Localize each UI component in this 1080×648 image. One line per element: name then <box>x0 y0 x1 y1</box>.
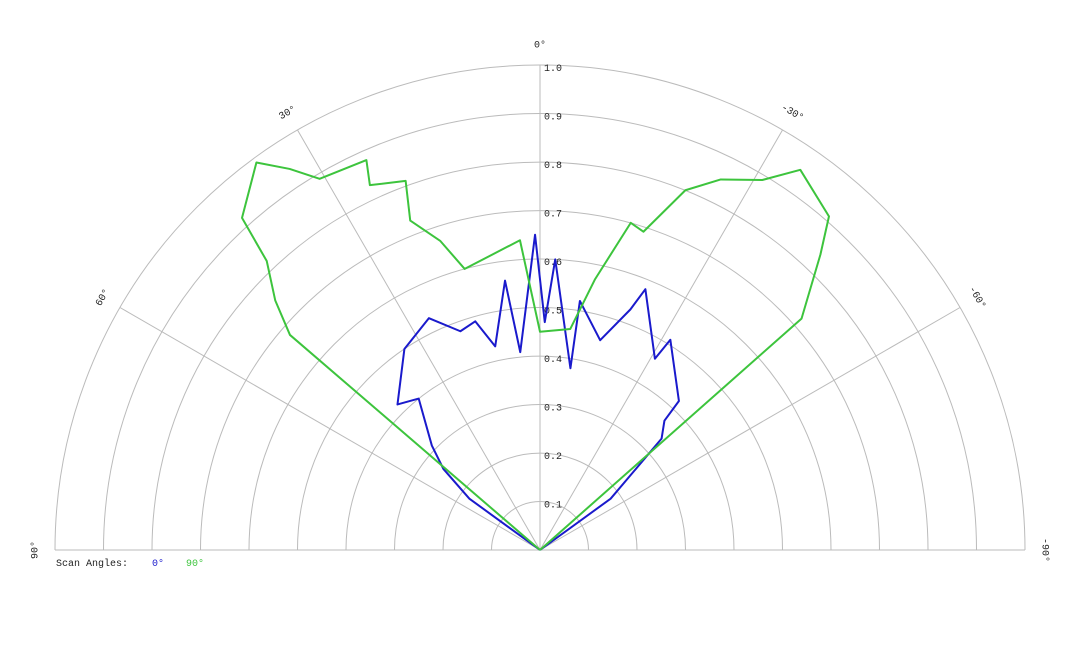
theta-tick-label: -60° <box>966 284 988 311</box>
r-tick-label: 1.0 <box>544 64 562 75</box>
r-tick-label: 0.2 <box>544 452 562 463</box>
r-tick-label: 0.1 <box>544 501 562 512</box>
legend-entry: 0° <box>152 558 164 570</box>
theta-tick-label: 60° <box>94 287 113 309</box>
theta-tick-label: 90° <box>30 541 42 559</box>
grid-spoke <box>539 129 783 551</box>
theta-tick-label: 0° <box>534 40 546 52</box>
theta-tick-label: 30° <box>277 104 299 123</box>
series-line <box>396 233 680 551</box>
r-tick-label: 0.6 <box>544 258 562 269</box>
legend-entry: 90° <box>186 558 204 570</box>
r-tick-label: 0.3 <box>544 404 562 415</box>
r-tick-label: 0.8 <box>544 161 562 172</box>
grid-spoke <box>539 307 961 551</box>
grid-spoke <box>297 129 541 551</box>
r-tick-label: 0.7 <box>544 210 562 221</box>
grid-spoke <box>119 307 541 551</box>
theta-tick-label: -30° <box>779 102 806 124</box>
r-tick-label: 0.9 <box>544 113 562 124</box>
theta-tick-label: -90° <box>1038 538 1050 562</box>
legend-title: Scan Angles: <box>56 558 128 570</box>
r-tick-label: 0.4 <box>544 355 562 366</box>
r-tick-label: 0.5 <box>544 307 562 318</box>
series-line <box>241 159 830 551</box>
